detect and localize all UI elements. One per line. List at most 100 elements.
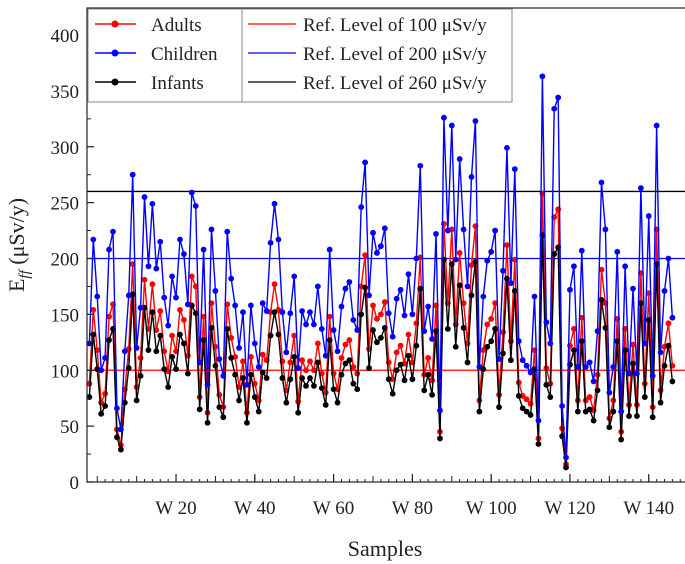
data-point <box>504 144 510 151</box>
data-point <box>362 284 369 291</box>
data-point <box>330 327 337 333</box>
data-point <box>385 310 392 317</box>
data-point <box>661 288 668 294</box>
data-point <box>200 337 207 343</box>
x-tick-label: W 100 <box>466 498 517 519</box>
data-point <box>397 286 404 293</box>
legend-label-ref-200: Ref. Level of 200 μSv/y <box>303 44 487 65</box>
data-point <box>634 413 640 419</box>
data-point <box>665 342 672 349</box>
data-point <box>586 359 593 366</box>
data-point <box>381 324 388 331</box>
data-point <box>247 353 254 360</box>
data-point <box>299 357 305 364</box>
data-point <box>255 408 262 415</box>
data-point <box>543 381 550 388</box>
data-point <box>484 321 491 328</box>
data-point <box>523 408 530 415</box>
data-point <box>464 283 471 290</box>
data-point <box>622 347 629 354</box>
data-point <box>137 355 144 361</box>
data-point <box>484 257 491 264</box>
data-point <box>287 376 294 383</box>
data-point <box>121 348 128 355</box>
data-point <box>417 285 424 292</box>
data-point <box>346 357 353 364</box>
data-point <box>409 311 416 318</box>
data-point <box>523 396 530 403</box>
data-point <box>192 310 199 317</box>
data-point <box>417 162 424 169</box>
data-point <box>216 356 223 362</box>
data-point <box>444 326 451 332</box>
data-point <box>334 399 341 406</box>
data-point <box>259 351 266 358</box>
data-point <box>326 246 333 253</box>
data-point <box>594 328 601 335</box>
data-point <box>125 292 132 299</box>
data-point <box>476 363 483 370</box>
data-point <box>157 332 164 339</box>
data-point <box>586 394 593 400</box>
data-point <box>401 312 408 319</box>
legend-label-ref-100: Ref. Level of 100 μSv/y <box>303 15 487 36</box>
data-point <box>153 348 160 355</box>
data-point <box>161 366 168 373</box>
data-point <box>393 349 400 356</box>
data-point <box>165 384 172 390</box>
data-point <box>571 347 577 354</box>
data-point <box>637 300 644 307</box>
data-point <box>271 281 278 288</box>
data-point <box>153 265 160 272</box>
data-point <box>578 338 585 345</box>
data-point <box>641 340 648 347</box>
data-point <box>425 303 432 310</box>
data-point <box>381 225 388 232</box>
data-point <box>259 300 266 307</box>
data-point <box>519 405 526 412</box>
data-point <box>314 359 321 366</box>
data-point <box>641 394 648 400</box>
data-point <box>90 236 97 243</box>
data-point <box>141 276 148 283</box>
data-point <box>661 362 668 369</box>
data-point <box>311 382 317 389</box>
data-point <box>362 159 369 166</box>
y-tick-label: 0 <box>70 473 80 494</box>
data-point <box>271 200 278 207</box>
data-point <box>346 337 353 343</box>
data-point <box>106 246 112 253</box>
data-point <box>374 250 380 256</box>
data-point <box>177 236 183 243</box>
data-point <box>102 355 109 361</box>
data-point <box>421 328 428 335</box>
data-point <box>551 105 558 112</box>
data-point <box>299 308 305 314</box>
data-point <box>350 317 357 323</box>
data-point <box>279 375 286 381</box>
data-point <box>547 394 554 400</box>
data-point <box>452 343 459 350</box>
data-point <box>94 293 101 300</box>
data-point <box>594 387 601 394</box>
data-point <box>125 365 132 371</box>
data-point <box>610 363 617 370</box>
data-point <box>649 372 656 379</box>
legend-label-children: Children <box>151 44 218 65</box>
data-point <box>578 314 585 321</box>
data-point <box>630 341 636 348</box>
data-point <box>291 332 298 339</box>
x-tick-label: W 40 <box>234 498 275 519</box>
data-point <box>500 267 506 274</box>
data-point <box>133 345 140 351</box>
data-point <box>307 358 313 365</box>
data-point <box>338 303 345 310</box>
data-point <box>251 340 258 347</box>
data-point <box>496 404 502 411</box>
x-tick-label: W 120 <box>545 498 596 519</box>
data-point <box>622 263 629 270</box>
data-point <box>626 413 632 419</box>
data-point <box>307 375 313 381</box>
data-point <box>429 336 435 342</box>
data-point <box>468 292 475 299</box>
